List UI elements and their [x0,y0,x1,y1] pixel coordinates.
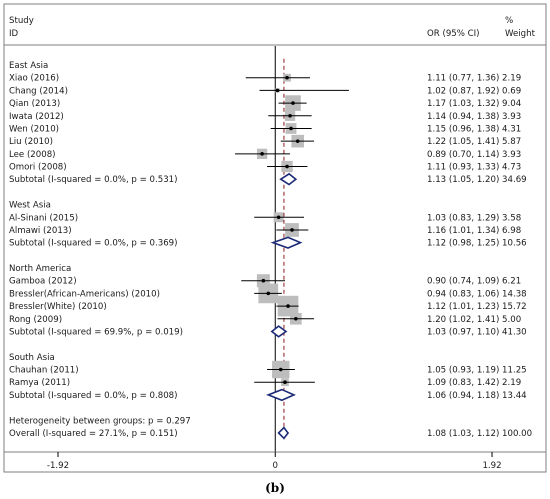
group-label: West Asia [9,201,51,211]
study-point-estimate [278,367,283,372]
study-point-estimate [285,164,289,169]
study-label: Chang (2014) [9,86,68,96]
study-point-estimate [286,304,290,308]
study-estimate-text: 1.12 (1.01, 1.23) 15.72 [427,302,527,312]
study-estimate-text: 1.09 (0.83, 1.42) 2.19 [427,378,521,388]
study-point-estimate [290,228,294,232]
study-point-estimate [283,380,287,385]
study-point-estimate [260,152,264,156]
subtotal-label: Subtotal (I-squared = 0.0%, p = 0.808) [9,391,178,401]
subtotal-diamond [279,172,298,186]
study-estimate-text: 1.03 (0.83, 1.29) 3.58 [427,213,521,223]
header-id: ID [9,29,19,39]
subtotal-diamond [270,325,288,338]
study-estimate-text: 1.11 (0.93, 1.33) 4.73 [427,163,521,173]
subtotal-label: Subtotal (I-squared = 0.0%, p = 0.531) [9,175,178,185]
subtotal-estimate-text: 1.06 (0.94, 1.18) 13.44 [427,391,527,401]
study-estimate-text: 1.17 (1.03, 1.32) 9.04 [427,99,521,109]
study-label: Iwata (2012) [9,112,64,122]
study-estimate-text: 1.11 (0.77, 1.36) 2.19 [427,74,521,84]
study-point-estimate [288,113,292,118]
subtotal-estimate-text: 1.03 (0.97, 1.10) 41.30 [427,327,527,337]
study-point-estimate [261,278,266,283]
overall-estimate-text: 1.08 (1.03, 1.12) 100.00 [427,429,532,439]
subtotal-diamond [270,236,303,249]
study-estimate-text: 1.02 (0.87, 1.92) 0.69 [427,86,521,96]
figure-caption: (b) [265,481,285,495]
subtotal-label: Subtotal (I-squared = 0.0%, p = 0.369) [9,239,178,249]
study-label: Xiao (2016) [9,74,59,84]
study-point-estimate [291,101,295,105]
group-label: North America [9,264,71,274]
study-estimate-text: 0.90 (0.74, 1.09) 6.21 [427,277,521,287]
study-label: Wen (2010) [9,124,59,134]
subtotal-estimate-text: 1.12 (0.98, 1.25) 10.56 [427,239,527,249]
subtotal-estimate-text: 1.13 (1.05, 1.20) 34.69 [427,175,527,185]
study-estimate-text: 0.89 (0.70, 1.14) 3.93 [427,150,521,160]
heterogeneity-label: Heterogeneity between groups: p = 0.297 [9,416,191,426]
study-estimate-text: 1.05 (0.93, 1.19) 11.25 [427,366,527,376]
header-or: OR (95% CI) [427,29,480,39]
study-point-estimate [275,88,280,93]
study-label: Almawi (2013) [9,226,72,236]
study-label: Bressler(African-Americans) (2010) [9,289,160,299]
study-estimate-text: 1.22 (1.05, 1.41) 5.87 [427,137,521,147]
study-estimate-text: 1.15 (0.96, 1.38) 4.31 [427,124,521,134]
study-label: Bressler(White) (2010) [9,302,107,312]
study-estimate-text: 0.94 (0.83, 1.06) 14.38 [427,289,527,299]
study-point-estimate [295,139,300,143]
study-label: Lee (2008) [9,150,56,160]
study-label: Liu (2010) [9,137,53,147]
header-weight: Weight [505,29,536,39]
study-point-estimate [289,126,293,131]
subtotal-diamond [266,388,296,402]
x-axis-tick-label: 0 [273,461,278,471]
group-label: East Asia [9,61,48,71]
study-estimate-text: 1.14 (0.94, 1.38) 3.93 [427,112,521,122]
study-estimate-text: 1.20 (1.02, 1.41) 5.00 [427,315,521,325]
study-label: Gamboa (2012) [9,277,77,287]
x-axis-tick-label: 1.92 [482,461,501,471]
study-point-estimate [276,215,281,220]
study-label: Rong (2009) [9,315,62,325]
study-label: Al-Sinani (2015) [9,213,78,223]
overall-label: Overall (I-squared = 27.1%, p = 0.151) [9,429,178,439]
overall-diamond [277,426,290,440]
study-estimate-text: 1.16 (1.01, 1.34) 6.98 [427,226,521,236]
study-label: Omori (2008) [9,163,67,173]
study-label: Qian (2013) [9,99,60,109]
study-point-estimate [294,316,298,321]
study-point-estimate [266,291,271,296]
header-study: Study [9,16,34,26]
study-label: Chauhan (2011) [9,366,79,376]
header-pct: % [505,16,513,26]
study-label: Ramya (2011) [9,378,70,388]
x-axis-tick-label: -1.92 [47,461,69,471]
group-label: South Asia [9,353,55,363]
subtotal-label: Subtotal (I-squared = 69.9%, p = 0.019) [9,327,183,337]
study-point-estimate [285,75,289,80]
